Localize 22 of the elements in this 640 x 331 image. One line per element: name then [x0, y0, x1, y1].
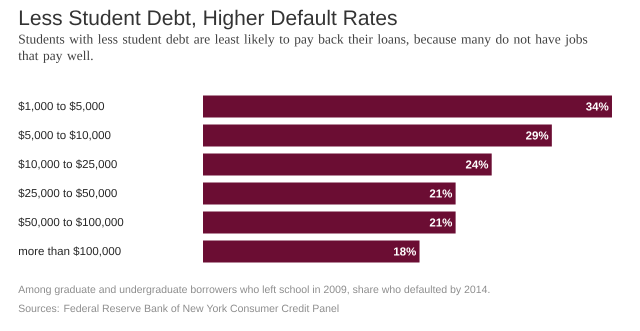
bar	[203, 124, 552, 146]
bar	[203, 153, 492, 176]
source-note: Sources: Federal Reserve Bank of New York Consumer Credit Panel	[18, 304, 338, 312]
y-tick-label: $50,000 to $100,000	[18, 217, 124, 228]
bar	[203, 240, 420, 262]
bar	[203, 96, 612, 118]
data-label: 21%	[430, 189, 452, 198]
y-tick-label: more than $100,000	[18, 246, 121, 256]
data-label: 29%	[526, 131, 548, 140]
y-tick-label: $25,000 to $50,000	[18, 188, 117, 198]
data-label: 21%	[430, 218, 452, 227]
y-tick-label: $10,000 to $25,000	[18, 160, 117, 170]
y-tick-label: $1,000 to $5,000	[18, 102, 104, 112]
data-label: 18%	[394, 247, 416, 256]
text: Among graduate and undergraduate borrowers who left school in 2009, share who defaulted by 2014.	[18, 285, 490, 296]
bar	[203, 182, 456, 204]
bar	[203, 211, 456, 234]
data-label: 34%	[586, 102, 608, 111]
chart-title: Less Student Debt, Higher Default Rates	[20, 10, 397, 30]
y-tick-label: $5,000 to $10,000	[18, 130, 110, 140]
chart-subtitle: Students with less student debt are least likely to pay back their loans, because many do not have jobs that pay well.	[18, 34, 588, 63]
data-label: 24%	[466, 160, 488, 169]
